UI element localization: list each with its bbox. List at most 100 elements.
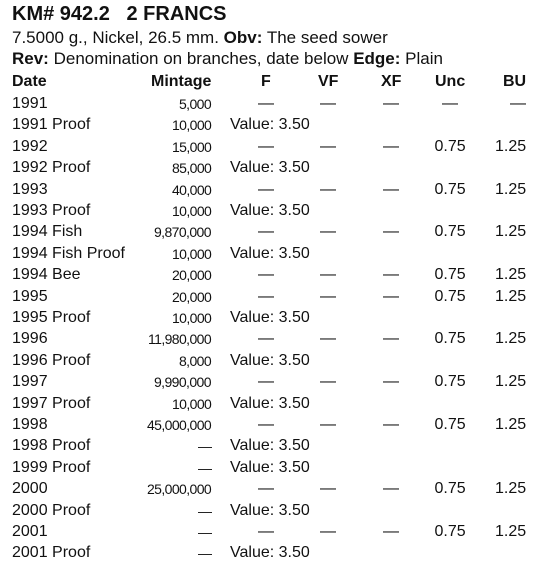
date-cell: 1992	[12, 137, 48, 155]
date-cell: 1994 Bee	[12, 266, 81, 284]
vf-cell: —	[320, 180, 336, 198]
mintage-cell: 9,990,000	[154, 374, 211, 391]
mintage-cell: —	[198, 438, 212, 455]
date-cell: 1997	[12, 373, 48, 391]
f-cell: —	[258, 373, 274, 391]
date-cell: 1991 Proof	[12, 116, 91, 134]
xf-cell: —	[383, 137, 399, 155]
date-cell: 2001 Proof	[12, 544, 91, 562]
column-header: XF	[381, 73, 402, 90]
label: Edge:	[353, 49, 401, 68]
vf-cell: —	[320, 287, 336, 305]
mintage-cell: 10,000	[172, 310, 212, 326]
value-cell: Value: 3.50	[230, 501, 310, 519]
f-cell: —	[258, 480, 274, 498]
vf-cell: —	[320, 523, 336, 540]
vf-cell: —	[320, 330, 336, 348]
value-cell: Value: 3.50	[230, 394, 310, 412]
value-cell: Value: 3.50	[230, 116, 310, 134]
unc-cell: —	[442, 95, 458, 112]
vf-cell: —	[320, 373, 336, 391]
unc-cell: 0.75	[434, 373, 466, 391]
column-header: VF	[318, 73, 339, 90]
f-cell: —	[258, 416, 274, 433]
unc-cell: 0.75	[434, 223, 466, 241]
date-cell: 1998 Proof	[12, 437, 91, 455]
mintage-cell: 10,000	[172, 117, 212, 134]
mintage-cell: 85,000	[172, 160, 212, 177]
mintage-cell: —	[198, 502, 212, 519]
bu-cell: 1.25	[495, 416, 527, 433]
bu-cell: 1.25	[495, 137, 527, 155]
text: Denomination on branches, date below	[53, 49, 349, 68]
mintage-cell: 20,000	[172, 288, 212, 305]
unc-cell: 0.75	[434, 266, 466, 284]
column-header: BU	[503, 73, 527, 90]
bu-cell: 1.25	[495, 223, 527, 241]
vf-cell: —	[320, 137, 336, 155]
bu-cell: 1.25	[495, 180, 527, 198]
mintage-cell: —	[198, 459, 212, 476]
mintage-cell: 5,000	[179, 96, 212, 112]
text: The seed sower	[266, 28, 388, 47]
xf-cell: —	[383, 180, 399, 198]
mintage-cell: 25,000,000	[147, 481, 212, 498]
value-cell: Value: 3.50	[230, 202, 310, 219]
f-cell: —	[258, 137, 274, 155]
bu-cell: 1.25	[495, 523, 527, 540]
date-cell: 1994 Fish	[12, 223, 83, 241]
xf-cell: —	[383, 416, 399, 433]
date-cell: 1991	[12, 95, 48, 112]
xf-cell: —	[383, 266, 399, 284]
date-cell: 1994 Fish Proof	[12, 244, 125, 262]
date-cell: 1999 Proof	[12, 458, 91, 476]
mintage-cell: —	[198, 524, 212, 540]
date-cell: 2001	[12, 523, 48, 540]
f-cell: —	[258, 523, 274, 540]
mintage-cell: —	[198, 545, 212, 562]
column-header: Date	[12, 73, 47, 90]
text: Plain	[405, 49, 443, 68]
vf-cell: —	[320, 416, 336, 433]
vf-cell: —	[320, 480, 336, 498]
vf-cell: —	[320, 223, 336, 241]
unc-cell: 0.75	[434, 480, 466, 498]
label: Obv:	[223, 28, 263, 47]
mintage-cell: 20,000	[172, 267, 212, 284]
value-cell: Value: 3.50	[230, 244, 310, 262]
bu-cell: 1.25	[495, 287, 527, 305]
xf-cell: —	[383, 223, 399, 241]
f-cell: —	[258, 330, 274, 348]
date-cell: 1993	[12, 180, 48, 198]
f-cell: —	[258, 266, 274, 284]
unc-cell: 0.75	[434, 330, 466, 348]
date-cell: 1993 Proof	[12, 202, 91, 219]
text: 7.5000 g., Nickel, 26.5 mm.	[12, 28, 219, 47]
value-cell: Value: 3.50	[230, 159, 310, 177]
value-cell: Value: 3.50	[230, 351, 310, 369]
bu-cell: 1.25	[495, 373, 527, 391]
xf-cell: —	[383, 95, 399, 112]
xf-cell: —	[383, 373, 399, 391]
f-cell: —	[258, 287, 274, 305]
date-cell: 1998	[12, 416, 48, 433]
bu-cell: 1.25	[495, 266, 527, 284]
mintage-cell: 45,000,000	[147, 417, 212, 433]
xf-cell: —	[383, 330, 399, 348]
column-header: F	[261, 73, 271, 90]
unc-cell: 0.75	[434, 180, 466, 198]
f-cell: —	[258, 223, 274, 241]
f-cell: —	[258, 95, 274, 112]
unc-cell: 0.75	[434, 287, 466, 305]
mintage-cell: 15,000	[172, 138, 212, 155]
column-header: Unc	[435, 73, 466, 90]
bu-cell: —	[510, 95, 526, 112]
line1: 7.5000 g., Nickel, 26.5 mm. Obv: The see…	[12, 28, 388, 48]
date-cell: 1995	[12, 287, 48, 305]
date-cell: 1992 Proof	[12, 159, 91, 177]
date-cell: 2000 Proof	[12, 501, 91, 519]
value-cell: Value: 3.50	[230, 544, 310, 562]
vf-cell: —	[320, 95, 336, 112]
value-cell: Value: 3.50	[230, 458, 310, 476]
mintage-cell: 10,000	[172, 203, 212, 219]
